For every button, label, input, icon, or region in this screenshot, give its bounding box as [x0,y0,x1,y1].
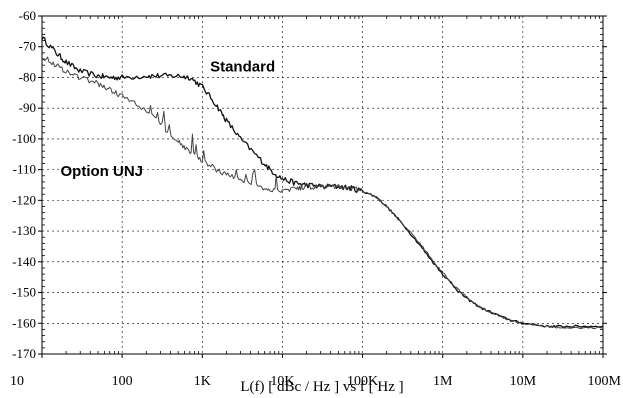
x-axis: 10 100 1K 10K 100K 1M 10M 100M [10,16,622,389]
x-tick-label: 1K [194,374,211,389]
x-tick-label: 10 [10,374,24,389]
annotation-option-unj: Option UNJ [61,163,144,180]
y-tick-label: -90 [19,100,36,115]
y-tick-label: -110 [13,162,36,177]
x-tick-label: 10M [510,374,537,389]
series-layer [42,37,603,328]
series-line-standard [42,37,603,327]
y-tick-label: -170 [12,346,36,361]
y-tick-label: -130 [12,223,36,238]
y-tick-label: -140 [12,254,36,269]
y-tick-label: -150 [12,285,36,300]
y-tick-label: -70 [19,39,36,54]
y-tick-label: -60 [19,8,36,23]
y-tick-label: -160 [12,315,36,330]
series-line-option-unj [42,57,603,329]
x-tick-label: 100 [112,374,133,389]
annotation-standard: Standard [210,58,275,75]
x-tick-label: 100M [588,374,622,389]
y-tick-label: -120 [12,192,36,207]
x-axis-title: L(f) [ dBc / Hz ] vs f [ Hz ] [240,379,403,395]
y-tick-label: -100 [12,131,36,146]
y-tick-label: -80 [19,69,36,84]
x-tick-label: 1M [433,374,453,389]
